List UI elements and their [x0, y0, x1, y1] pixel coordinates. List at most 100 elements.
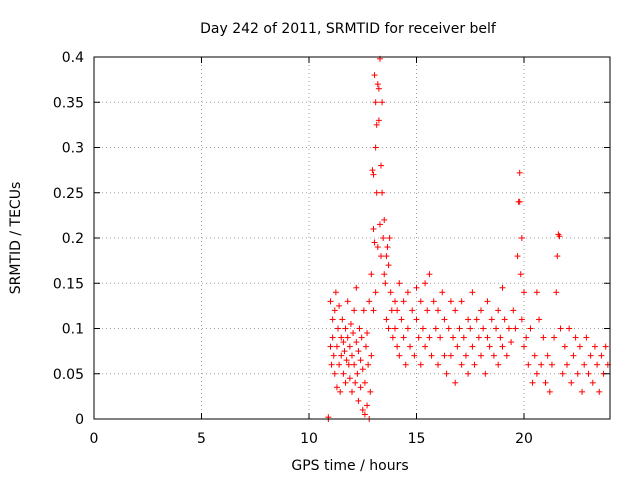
data-point [404, 289, 411, 296]
data-point [367, 388, 374, 395]
data-point [499, 284, 506, 291]
data-point [467, 325, 474, 332]
data-point [396, 352, 403, 359]
data-point [400, 334, 407, 341]
data-point [378, 162, 385, 169]
data-point [402, 361, 409, 368]
data-point [499, 343, 506, 350]
data-point [383, 253, 390, 260]
x-tick-label: 10 [300, 431, 318, 447]
data-point [379, 189, 386, 196]
data-point [518, 316, 525, 323]
data-point [517, 271, 524, 278]
data-point [342, 325, 349, 332]
data-point [351, 361, 358, 368]
x-tick-label: 15 [408, 431, 426, 447]
data-point [581, 361, 588, 368]
data-point [462, 352, 469, 359]
data-point [544, 352, 551, 359]
data-point [329, 334, 336, 341]
data-point [388, 307, 395, 314]
y-tick-label: 0.35 [53, 95, 84, 111]
data-point [450, 334, 457, 341]
data-point [392, 325, 398, 332]
data-point [359, 406, 366, 413]
data-point [422, 343, 429, 350]
data-point [364, 330, 371, 337]
data-point [354, 370, 361, 377]
data-point [548, 361, 555, 368]
x-tick-label: 5 [197, 431, 206, 447]
data-point [488, 316, 495, 323]
data-point [447, 298, 454, 305]
data-point [328, 361, 335, 368]
data-point [566, 325, 573, 332]
data-point [333, 384, 340, 391]
data-point [379, 99, 386, 106]
data-point [344, 334, 351, 341]
data-point [465, 316, 472, 323]
data-point [441, 316, 448, 323]
data-point [556, 233, 563, 240]
data-point [331, 307, 338, 314]
data-point [374, 244, 381, 251]
data-point [441, 352, 448, 359]
x-axis-title: GPS time / hours [291, 458, 408, 474]
data-point [335, 325, 342, 332]
data-point [336, 361, 343, 368]
data-point [493, 325, 500, 332]
data-point [456, 325, 463, 332]
data-point [330, 352, 337, 359]
data-point [460, 334, 467, 341]
data-point [343, 357, 350, 364]
data-point [341, 348, 348, 355]
data-point [415, 334, 422, 341]
data-point [490, 352, 497, 359]
data-point [596, 388, 603, 395]
data-point [529, 379, 536, 386]
data-point [344, 298, 351, 305]
data-point [417, 361, 424, 368]
data-point [345, 361, 352, 368]
data-point [428, 352, 435, 359]
data-point [368, 352, 375, 359]
data-point [484, 334, 491, 341]
data-point [332, 289, 339, 296]
data-point [501, 316, 508, 323]
data-point [521, 289, 527, 296]
data-point [469, 289, 476, 296]
data-point [553, 289, 560, 296]
data-point [396, 280, 403, 287]
data-point [371, 72, 378, 79]
data-point [422, 280, 429, 287]
data-point [327, 298, 334, 305]
data-point [514, 253, 521, 260]
data-point [554, 253, 561, 260]
data-point [525, 361, 532, 368]
data-point [340, 370, 347, 377]
data-point [384, 244, 391, 251]
data-point [417, 298, 424, 305]
data-point [533, 289, 540, 296]
data-point [576, 343, 583, 350]
data-point [523, 334, 530, 341]
data-point [360, 307, 367, 314]
data-point [482, 370, 489, 377]
data-point [497, 334, 504, 341]
data-point [445, 325, 452, 332]
data-point [512, 325, 519, 332]
data-point [373, 121, 380, 128]
data-point [333, 343, 340, 350]
data-point [339, 316, 346, 323]
data-point [458, 361, 465, 368]
data-point [371, 239, 378, 246]
axis-ticks [93, 56, 610, 420]
data-point [361, 411, 368, 418]
data-point [353, 339, 360, 346]
data-point [510, 307, 517, 314]
data-point [359, 366, 366, 373]
data-point [375, 117, 382, 124]
data-point [381, 216, 388, 223]
data-point [382, 280, 389, 287]
